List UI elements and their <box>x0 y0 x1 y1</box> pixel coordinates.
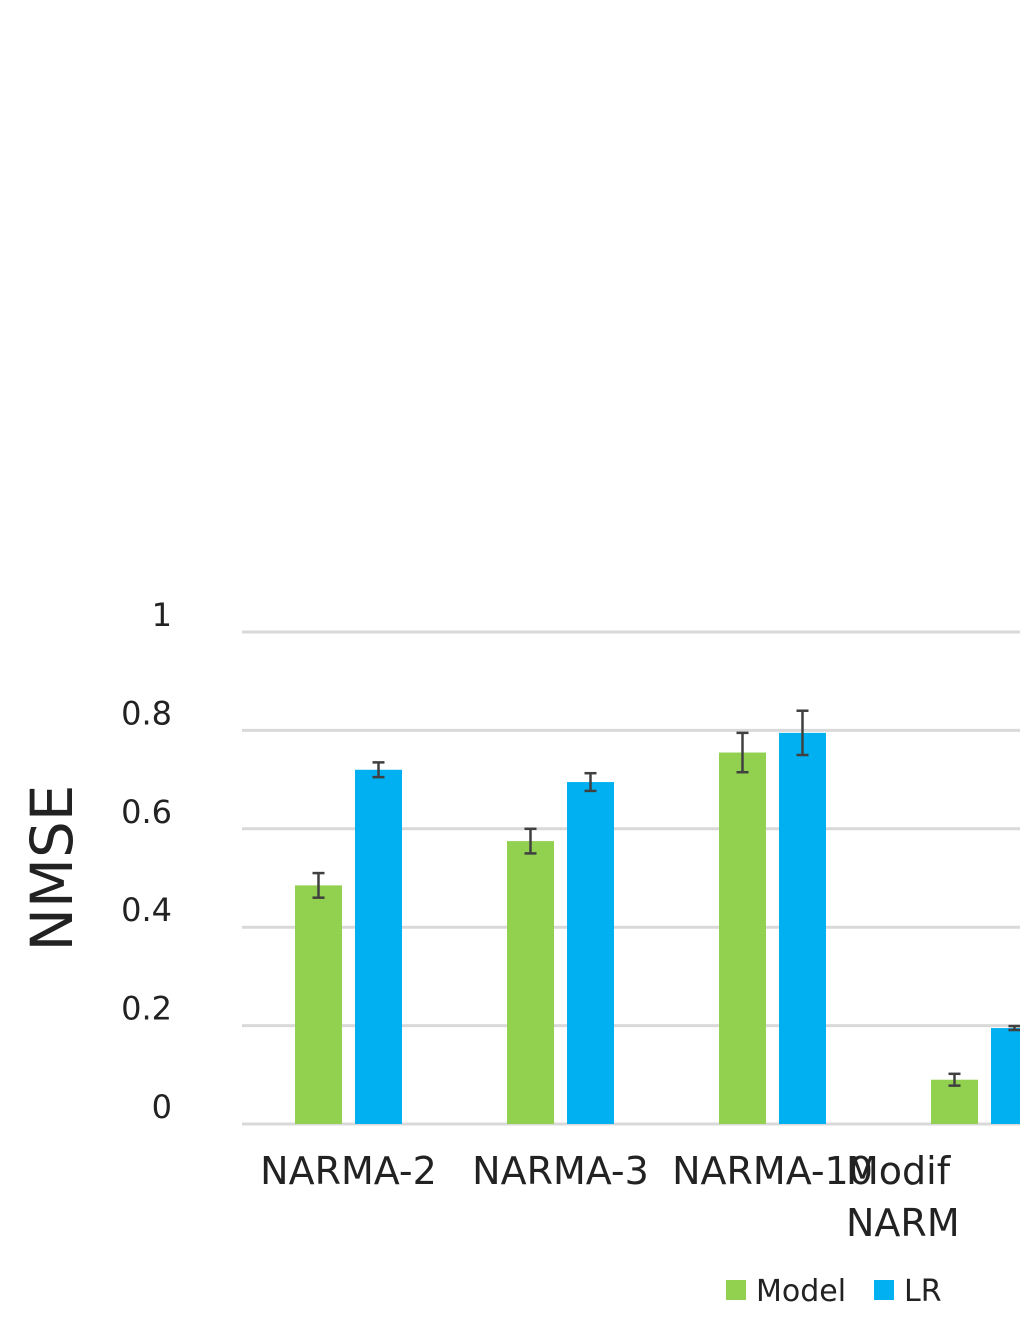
bar-model-2 <box>719 752 766 1124</box>
bars <box>295 732 1020 1124</box>
category-label-1-0: NARMA-3 <box>472 1149 649 1193</box>
category-label-0-0: NARMA-2 <box>260 1149 437 1193</box>
legend-label-model: Model <box>756 1274 846 1309</box>
error-bar-lr-3 <box>1008 1024 1020 1032</box>
bar-model-0 <box>295 885 342 1124</box>
y-tick-label-4: 0.8 <box>121 694 172 732</box>
y-tick-label-2: 0.4 <box>121 891 172 929</box>
error-bar-lr-2 <box>796 709 809 757</box>
category-label-2-0: NARMA-10 <box>672 1149 873 1193</box>
error-bars <box>312 709 1020 1087</box>
bar-lr-2 <box>779 732 826 1124</box>
legend-swatch-lr <box>874 1280 894 1300</box>
legend: Model LR <box>726 1274 942 1309</box>
y-tick-label-1: 0.2 <box>121 990 172 1028</box>
y-axis-label: NMSE <box>18 785 86 952</box>
bar-lr-3 <box>991 1028 1020 1124</box>
error-bar-lr-1 <box>584 771 597 793</box>
category-label-3-1: NARM <box>846 1201 960 1245</box>
error-bar-model-3 <box>948 1072 961 1087</box>
error-bar-model-1 <box>524 827 537 855</box>
bar-lr-1 <box>567 782 614 1124</box>
legend-swatch-model <box>726 1280 746 1300</box>
error-bar-lr-0 <box>372 761 385 779</box>
bar-model-3 <box>931 1079 978 1124</box>
legend-label-lr: LR <box>904 1274 942 1309</box>
y-tick-label-5: 1 <box>152 596 172 634</box>
bar-lr-0 <box>355 769 402 1124</box>
y-tick-label-3: 0.6 <box>121 793 172 831</box>
y-axis-tick-labels: 0 0.2 0.4 0.6 0.8 1 <box>121 596 172 1126</box>
category-label-3-0: Modif <box>846 1149 952 1193</box>
bar-model-1 <box>507 841 554 1124</box>
error-bar-model-2 <box>736 731 749 774</box>
y-tick-label-0: 0 <box>152 1088 172 1126</box>
error-bar-model-0 <box>312 871 325 899</box>
